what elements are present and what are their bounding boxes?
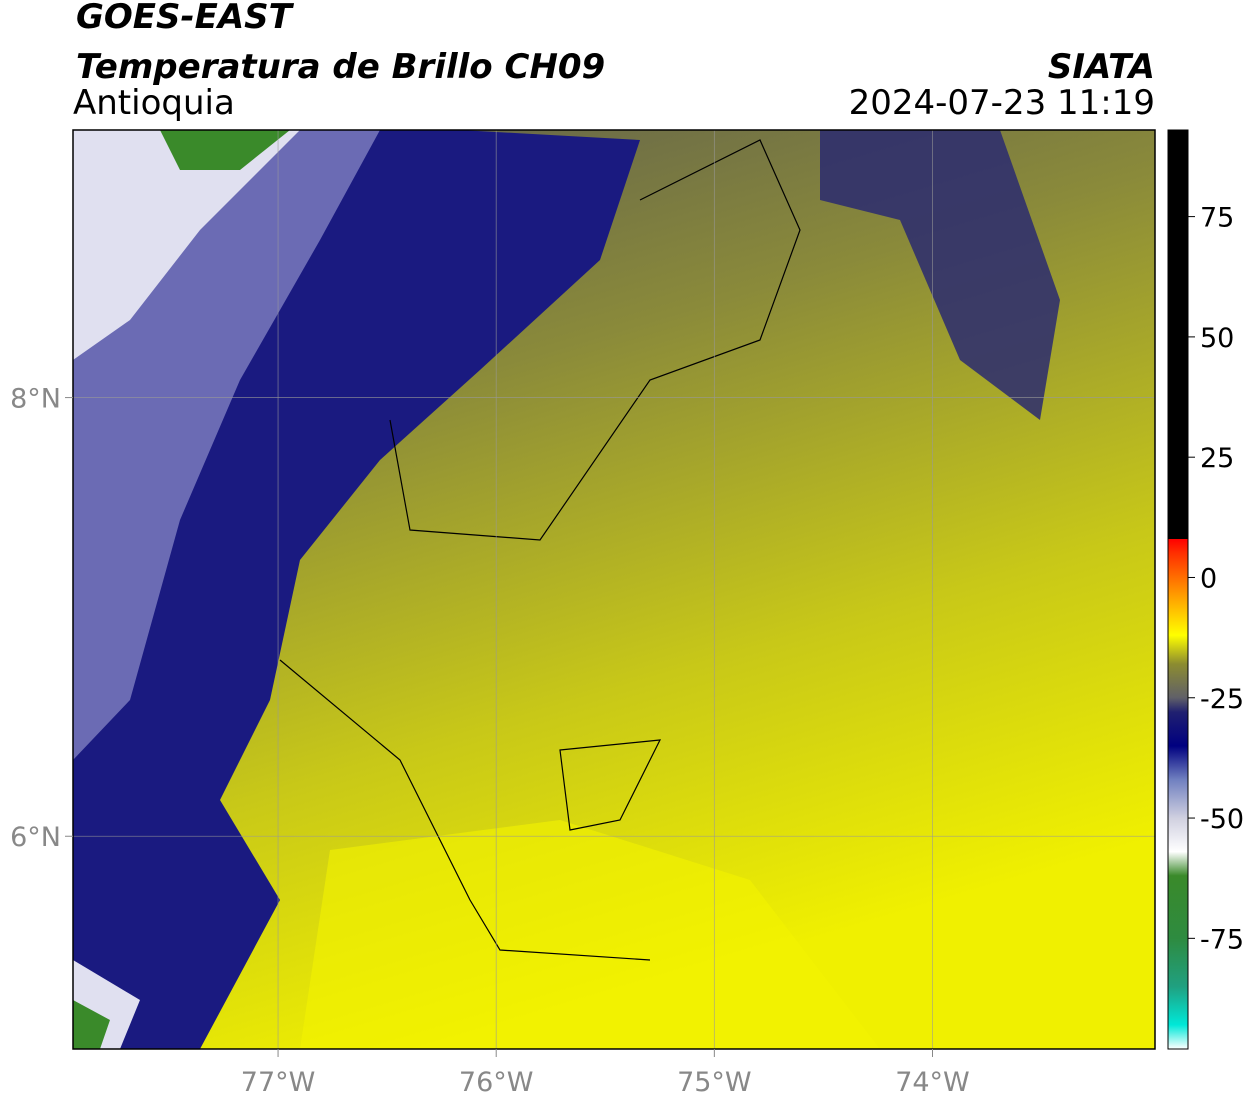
header: GOES-EAST Temperatura de Brillo CH09 Ant… — [73, 0, 1155, 123]
y-tick-label: 6°N — [10, 822, 61, 853]
product: Temperatura de Brillo CH09 — [76, 47, 605, 87]
map-frame — [72, 129, 1156, 1050]
x-tick-label: 76°W — [459, 1067, 534, 1098]
datetime: 2024-07-23 11:19 — [849, 83, 1155, 123]
colorbar-tick-label: 25 — [1200, 443, 1234, 474]
agency: SIATA — [1048, 47, 1155, 87]
source: GOES-EAST — [76, 0, 295, 37]
colorbar-tick-label: -50 — [1200, 804, 1244, 835]
x-tick-label: 75°W — [677, 1067, 752, 1098]
region: Antioquia — [73, 83, 235, 123]
y-tick-label: 8°N — [10, 384, 61, 415]
grid — [73, 130, 1155, 1049]
colorbar-tick-label: -75 — [1200, 924, 1244, 955]
satellite-image — [73, 130, 1155, 1049]
colorbar-tick-label: 0 — [1200, 563, 1217, 594]
colorbar-tick-label: 75 — [1200, 203, 1234, 234]
colorbar-tick-label: 50 — [1200, 323, 1234, 354]
colorbar-tick-label: -25 — [1200, 684, 1244, 715]
colorbar — [1167, 129, 1189, 1050]
x-tick-label: 74°W — [895, 1067, 970, 1098]
x-tick-label: 77°W — [241, 1067, 316, 1098]
